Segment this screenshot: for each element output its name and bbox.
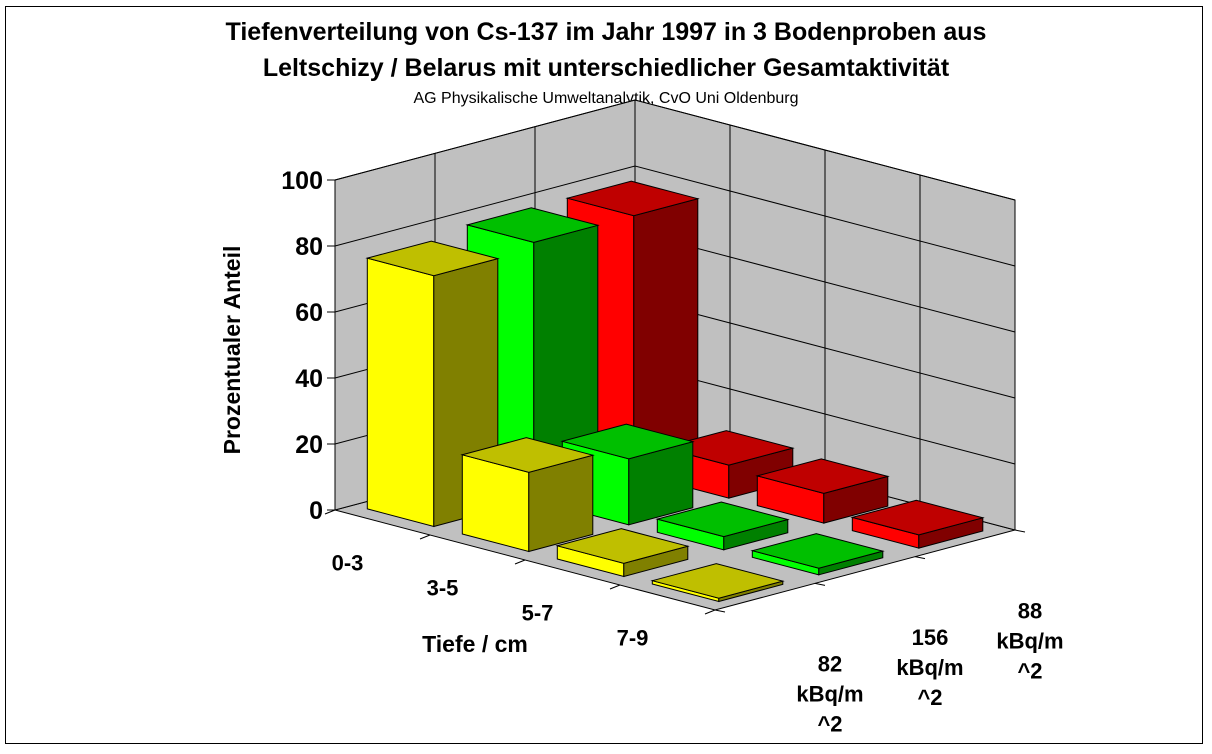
bar-face — [565, 180, 700, 217]
chart-title-line-1: Tiefenverteilung von Cs-137 im Jahr 1997… — [225, 18, 987, 46]
series-tick — [814, 582, 826, 586]
series-label: 82 kBq/m ^2 — [796, 652, 863, 737]
series-tick — [1014, 529, 1026, 533]
series-label: 156 kBq/m ^2 — [896, 625, 963, 710]
series-label: 88 kBq/m ^2 — [996, 598, 1063, 683]
category-label: 5-7 — [522, 601, 554, 626]
x-tick — [704, 609, 716, 615]
bar-face — [365, 240, 500, 277]
bar-face — [850, 499, 985, 536]
x-tick — [514, 559, 526, 565]
bar-face — [560, 423, 695, 460]
series-tick — [714, 609, 726, 613]
category-label: 3-5 — [427, 576, 459, 601]
x-tick — [324, 509, 336, 515]
bar-face — [650, 563, 785, 599]
x-axis-title: Tiefe / cm — [422, 631, 528, 657]
bar-82-7-9 — [650, 563, 785, 603]
y-axis-title: Prozentualer Anteil — [219, 246, 245, 455]
bar-156-7-9 — [750, 533, 885, 576]
chart-subtitle: AG Physikalische Umweltanalytik, CvO Uni… — [413, 90, 799, 107]
y-tick-label: 60 — [295, 299, 323, 327]
x-tick — [419, 534, 431, 540]
bar-156-5-7 — [655, 501, 790, 551]
y-tick-label: 20 — [295, 431, 323, 459]
bar-88-7-9 — [850, 499, 985, 549]
category-label: 0-3 — [332, 551, 364, 576]
bar-face — [460, 437, 595, 473]
bar-face — [750, 533, 885, 569]
bar-face — [755, 458, 890, 494]
bar-82-3-5 — [460, 437, 595, 553]
bar-face — [366, 257, 435, 528]
x-tick — [609, 584, 621, 590]
y-tick-label: 100 — [281, 167, 323, 195]
y-tick-label: 0 — [309, 497, 323, 525]
bar-face — [655, 501, 790, 538]
bar-face — [660, 430, 795, 466]
bar-88-5-7 — [755, 458, 890, 524]
bar-face — [465, 207, 600, 243]
y-tick-label: 40 — [295, 365, 323, 393]
y-tick-label: 80 — [295, 233, 323, 261]
category-label: 7-9 — [617, 626, 649, 651]
series-tick — [914, 556, 926, 560]
chart-title-line-2: Leltschizy / Belarus mit unterschiedlich… — [262, 54, 950, 82]
bar-82-5-7 — [555, 528, 690, 578]
bar-face — [555, 528, 690, 564]
